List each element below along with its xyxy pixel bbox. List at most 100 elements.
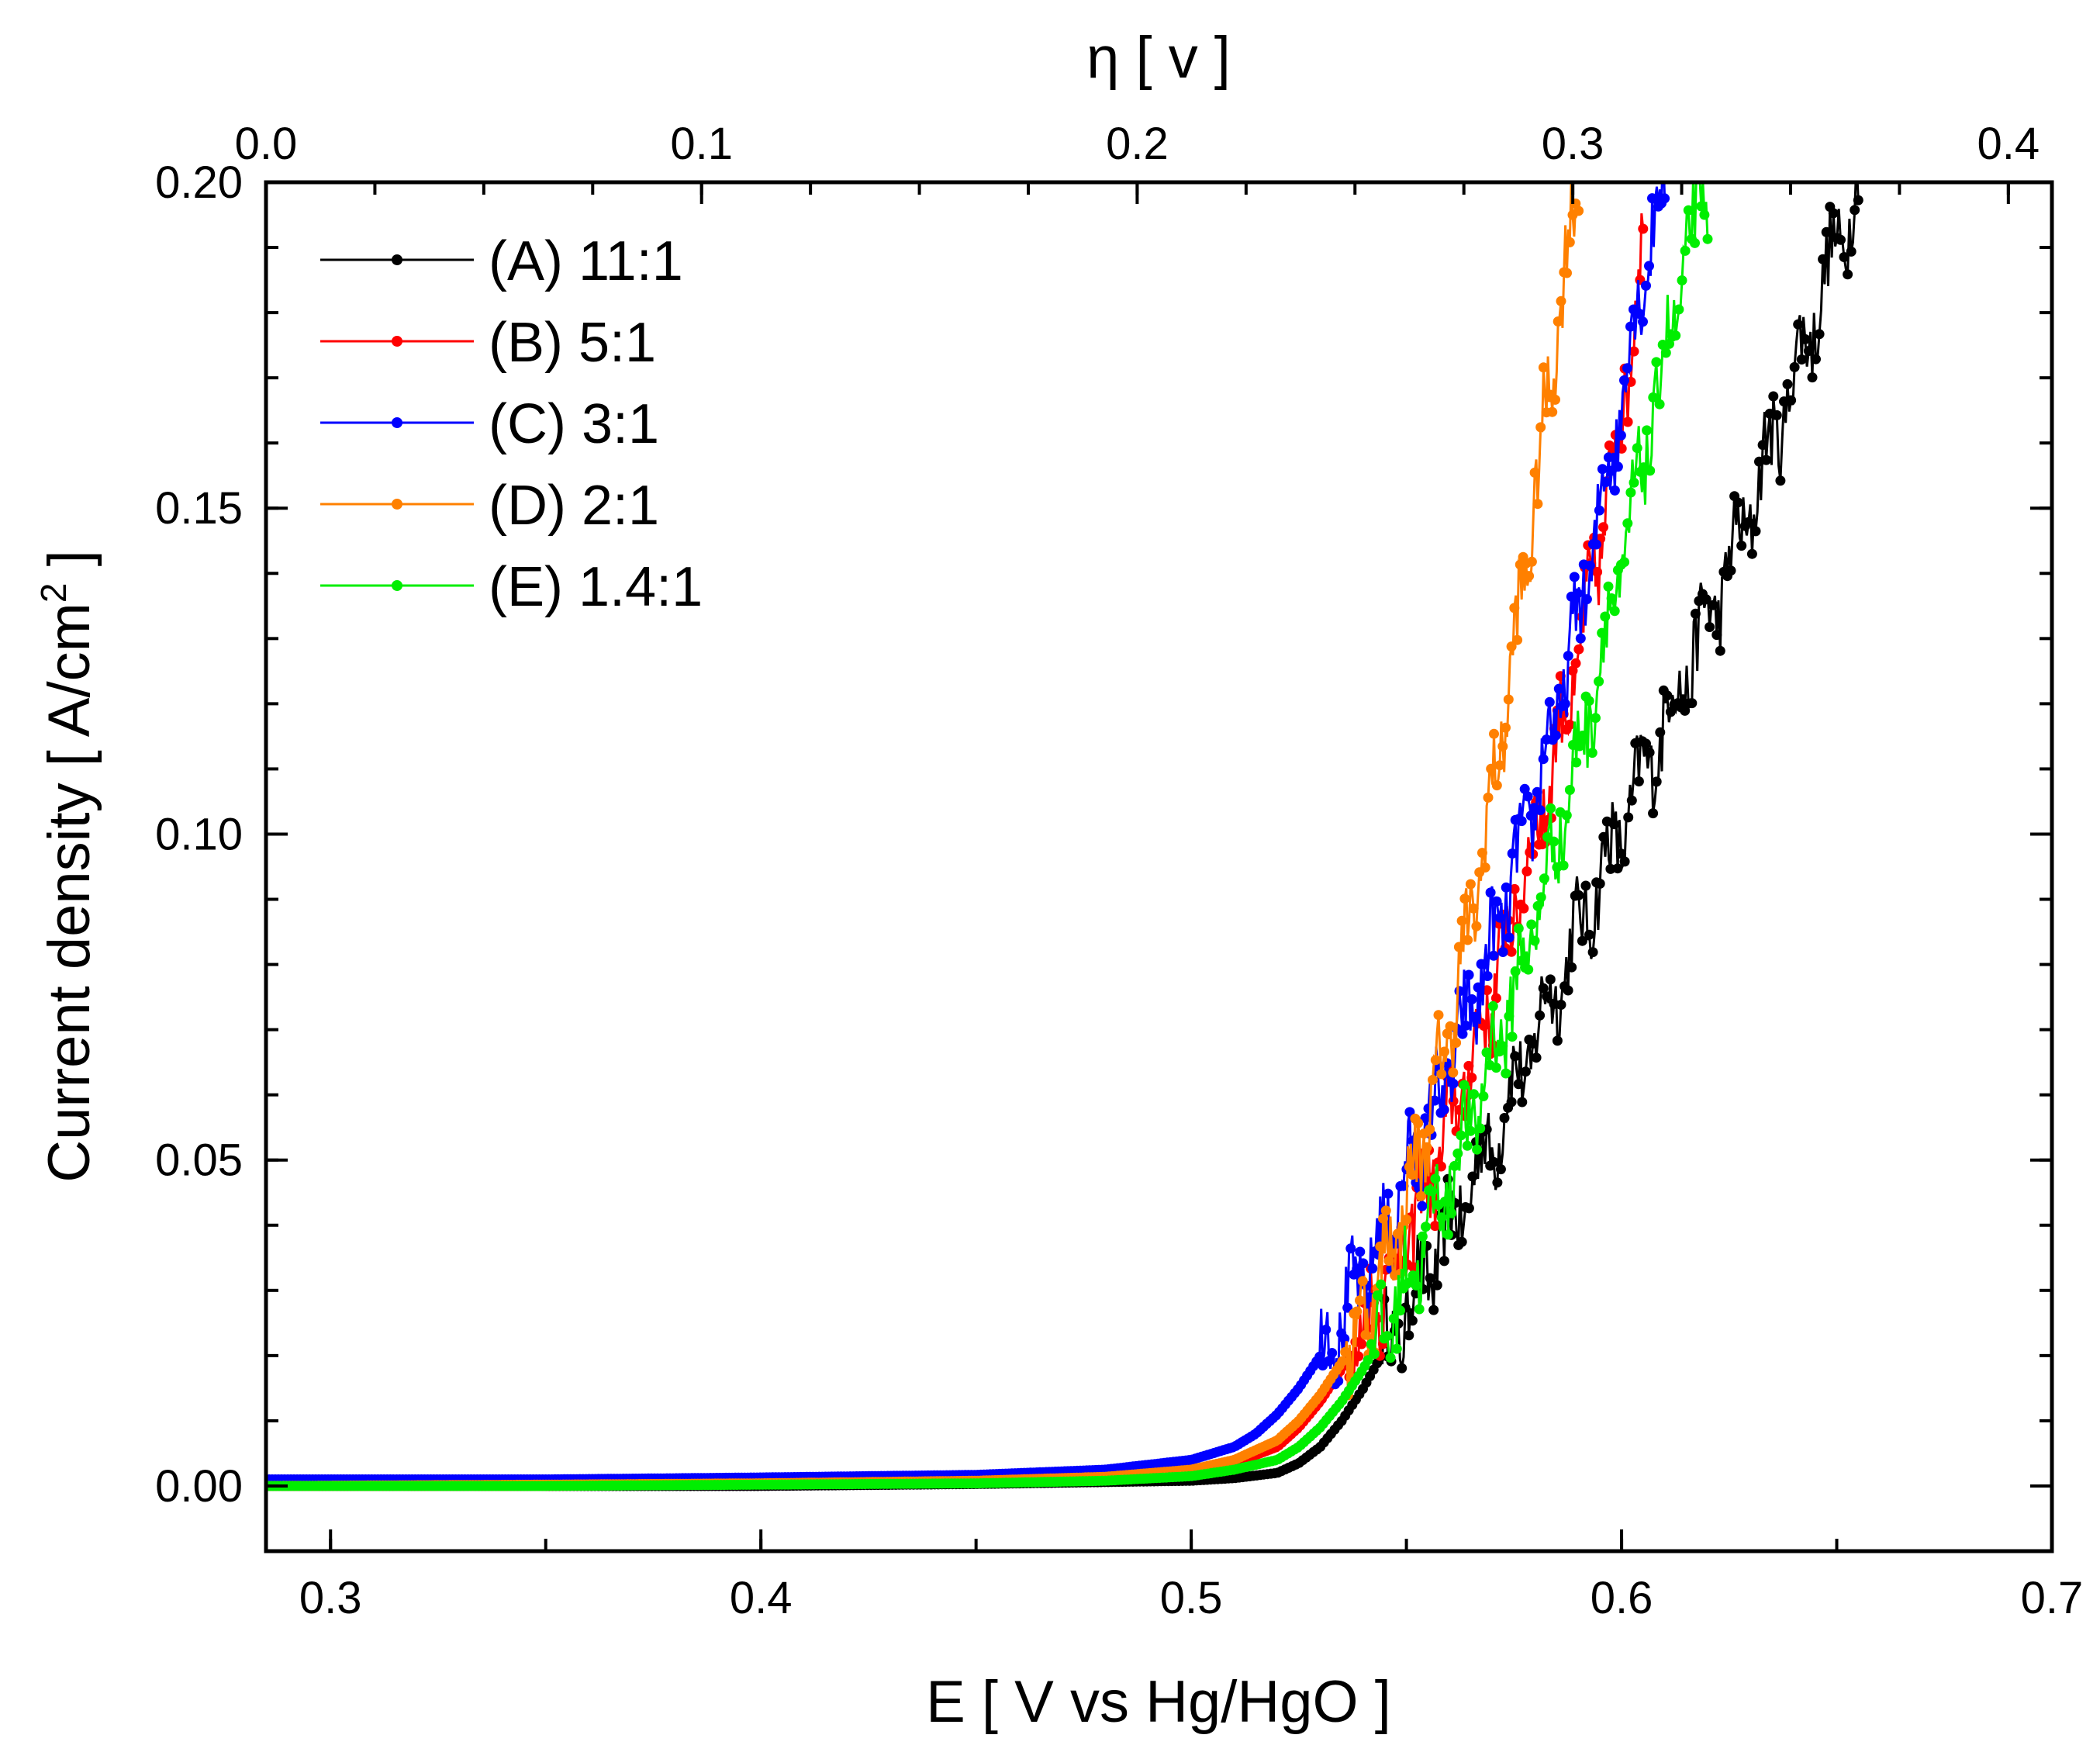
- data-point: [1683, 205, 1694, 216]
- data-point: [1468, 903, 1479, 914]
- data-point: [1597, 464, 1608, 475]
- data-point: [1673, 304, 1684, 315]
- data-point: [1524, 571, 1535, 582]
- data-point: [1469, 1089, 1479, 1100]
- data-point: [1573, 206, 1584, 216]
- data-point: [1566, 962, 1577, 973]
- data-point: [1775, 475, 1786, 486]
- data-point: [1453, 942, 1464, 952]
- data-point: [1497, 741, 1508, 752]
- data-point: [1573, 644, 1584, 655]
- data-point: [1352, 1306, 1363, 1317]
- legend-label: (E) 1.4:1: [489, 556, 703, 618]
- y-tick-label: 0.15: [155, 483, 243, 534]
- data-point: [1655, 727, 1666, 738]
- data-point: [1373, 1290, 1383, 1301]
- data-point: [1366, 1339, 1376, 1349]
- data-point: [1375, 1241, 1386, 1252]
- data-point: [1580, 880, 1591, 891]
- data-point: [1448, 1067, 1459, 1078]
- data-point: [1702, 233, 1713, 244]
- data-point: [1416, 1191, 1426, 1201]
- data-point: [1407, 1315, 1418, 1326]
- data-point: [1604, 440, 1615, 451]
- data-point: [1598, 522, 1608, 533]
- data-point: [1475, 1123, 1486, 1134]
- data-point: [1413, 1118, 1424, 1128]
- data-point: [1786, 395, 1797, 406]
- data-point: [1497, 947, 1508, 957]
- data-point: [1715, 645, 1725, 656]
- data-point: [1353, 1351, 1364, 1362]
- data-point: [1553, 683, 1564, 694]
- data-point: [1452, 1148, 1463, 1159]
- data-point: [1429, 1095, 1440, 1106]
- data-point: [1523, 964, 1534, 975]
- data-point: [1552, 1035, 1563, 1046]
- data-point: [1619, 557, 1630, 568]
- data-point: [1454, 986, 1465, 997]
- data-point: [1465, 1125, 1476, 1136]
- data-point: [1355, 1295, 1365, 1306]
- data-point: [1520, 1066, 1531, 1077]
- data-point: [1690, 237, 1700, 248]
- legend-label: (D) 2:1: [489, 475, 659, 537]
- data-point: [1538, 983, 1549, 994]
- data-point: [1376, 1279, 1387, 1290]
- data-point: [1367, 1263, 1378, 1273]
- data-point: [1732, 497, 1743, 508]
- data-point: [1581, 594, 1592, 605]
- data-point: [1696, 201, 1707, 212]
- data-point: [1391, 1343, 1402, 1354]
- data-point: [1456, 1236, 1467, 1247]
- data-point: [1562, 268, 1572, 278]
- data-point: [1526, 556, 1537, 567]
- data-point: [1573, 890, 1584, 900]
- data-point: [1789, 361, 1800, 372]
- data-point: [1504, 932, 1515, 943]
- data-point: [1680, 245, 1691, 256]
- data-point: [1532, 786, 1542, 797]
- data-point: [1425, 1124, 1435, 1135]
- plot-frame: [264, 180, 2054, 1553]
- data-point: [1417, 1231, 1428, 1242]
- series-2: [266, 182, 1670, 1484]
- data-point: [1501, 722, 1511, 733]
- data-point: [1609, 606, 1620, 617]
- legend-marker: [392, 254, 402, 265]
- data-point: [1439, 1196, 1450, 1207]
- data-point: [1465, 879, 1476, 890]
- data-point: [1495, 1164, 1506, 1175]
- data-point: [1701, 594, 1711, 605]
- data-point: [1644, 747, 1655, 758]
- data-point: [1564, 785, 1575, 795]
- data-point: [1512, 634, 1523, 645]
- x-tick-label: 0.6: [1591, 1573, 1653, 1623]
- data-point: [1445, 1021, 1456, 1032]
- top-axis-title: η [ v ]: [1086, 25, 1231, 91]
- data-point: [1577, 731, 1588, 741]
- data-point: [1687, 698, 1698, 709]
- data-point: [1699, 209, 1710, 220]
- data-point: [1609, 485, 1620, 496]
- data-point: [1592, 567, 1603, 577]
- data-point: [1746, 548, 1757, 559]
- legend-marker: [392, 499, 402, 510]
- data-point: [1545, 974, 1556, 985]
- data-point: [1757, 440, 1768, 451]
- data-point: [1616, 848, 1627, 859]
- data-point: [1439, 1256, 1449, 1267]
- data-point: [1492, 1177, 1503, 1188]
- data-point: [1651, 776, 1662, 787]
- x-axis-title: E [ V vs Hg/HgO ]: [926, 1669, 1391, 1735]
- data-point: [1430, 1055, 1441, 1066]
- data-point: [1563, 985, 1573, 996]
- data-point: [1648, 392, 1659, 403]
- data-point: [1497, 1041, 1508, 1052]
- data-point: [1708, 600, 1718, 610]
- y-axis-title-end: ]: [36, 550, 102, 582]
- data-point: [1660, 193, 1670, 204]
- data-point: [1538, 754, 1549, 765]
- data-point: [1463, 935, 1473, 945]
- data-point: [1559, 699, 1570, 709]
